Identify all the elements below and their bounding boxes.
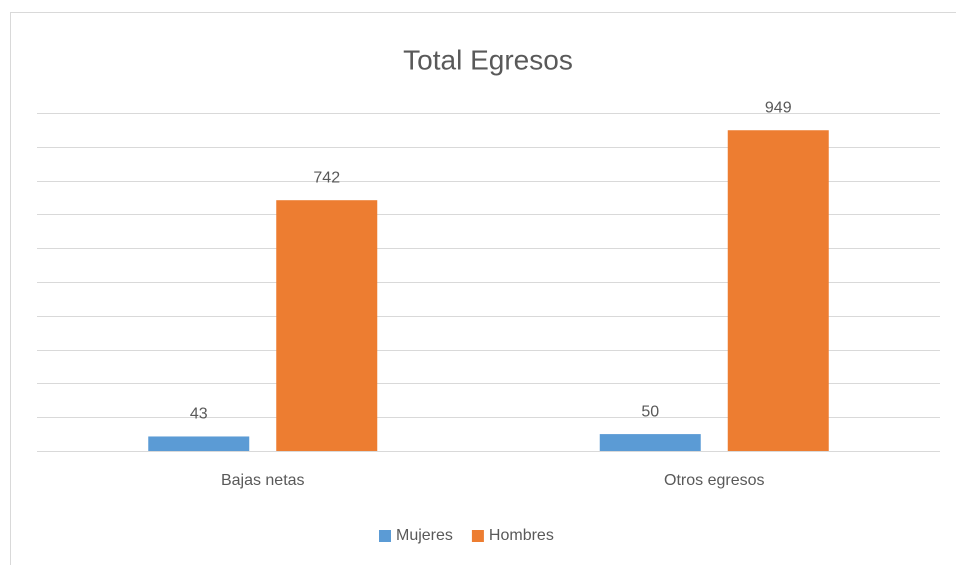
bar (599, 434, 701, 451)
bar (727, 130, 829, 451)
data-label: 949 (765, 99, 792, 116)
legend-label: Hombres (489, 527, 554, 544)
chart-border (10, 12, 956, 565)
x-tick-label: Otros egresos (664, 472, 764, 489)
chart-title: Total Egresos (403, 44, 573, 75)
bar (148, 436, 250, 451)
data-label: 742 (313, 169, 340, 186)
x-tick-label: Bajas netas (221, 472, 305, 489)
bar (276, 200, 378, 451)
data-label: 50 (641, 403, 659, 420)
legend-swatch (471, 530, 484, 542)
legend-swatch (379, 530, 391, 542)
data-label: 43 (190, 406, 208, 423)
legend-label: Mujeres (396, 527, 453, 544)
